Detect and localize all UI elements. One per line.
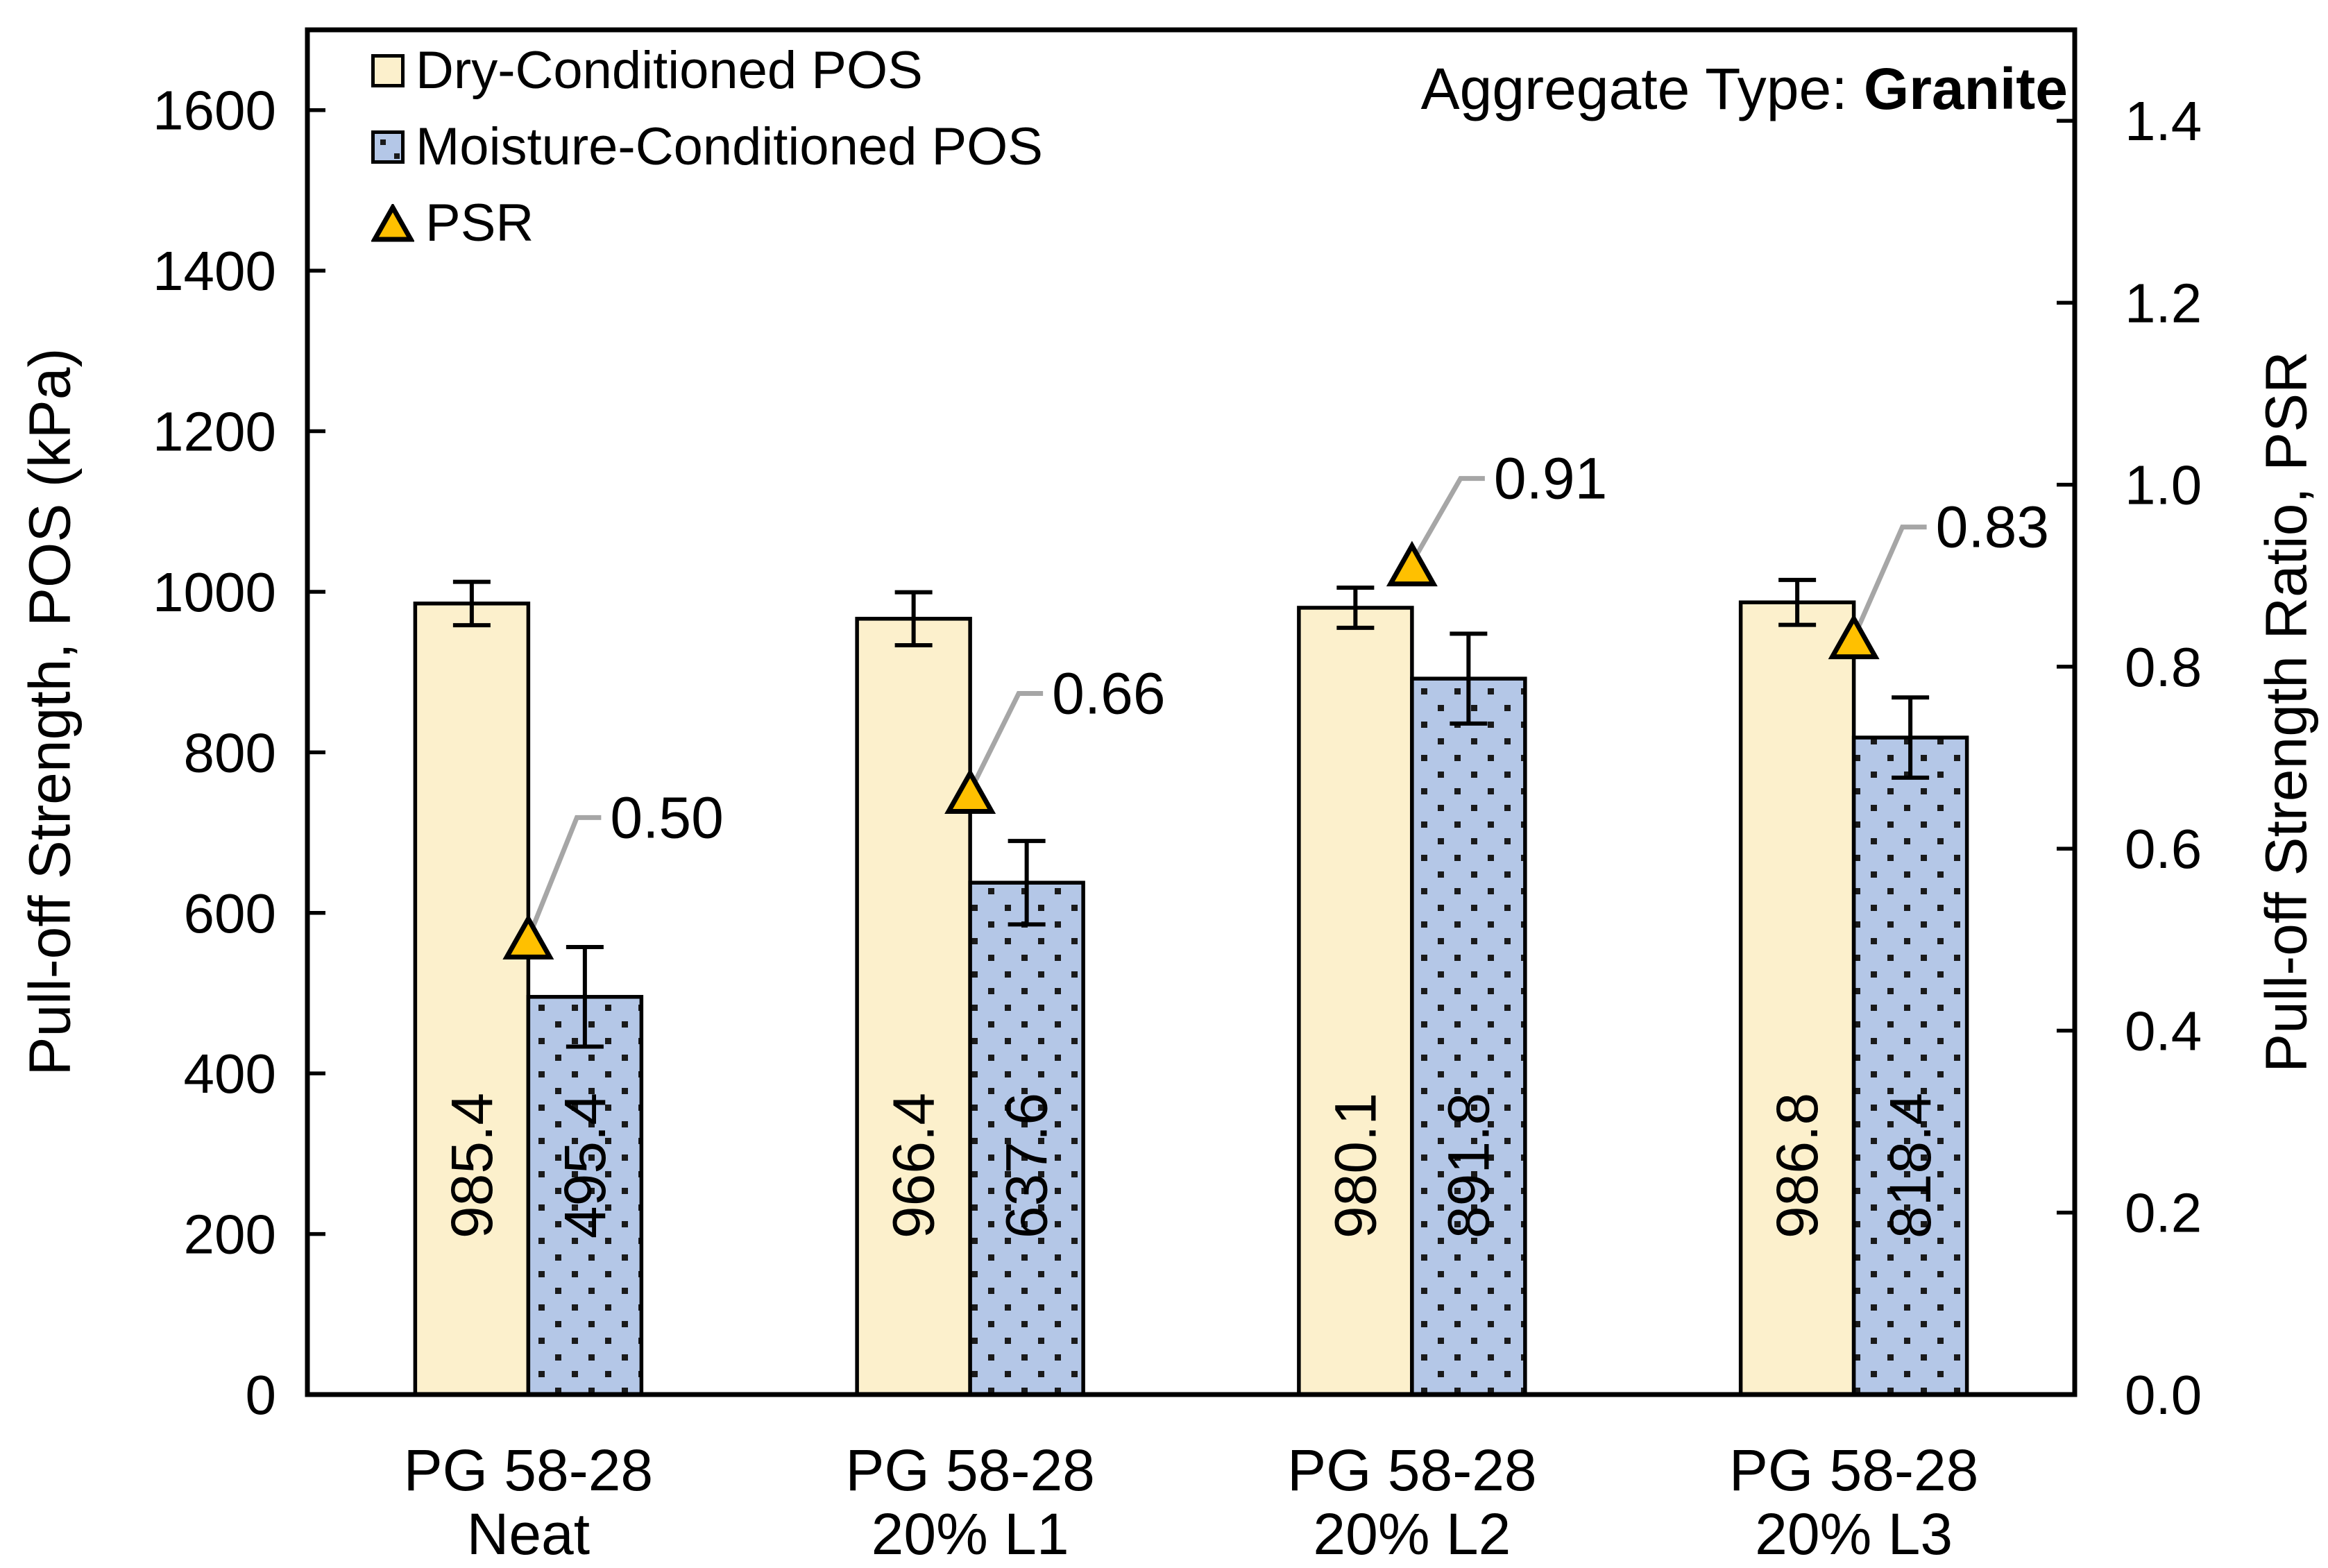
left-axis-tick-label-0: 0 <box>246 1364 277 1426</box>
right-axis-tick-label-7: 1.4 <box>2125 90 2202 152</box>
legend-label-moisture: Moisture-Conditioned POS <box>416 117 1043 176</box>
psr-triangle-icon <box>371 202 415 243</box>
dry-bar-value-label-2: 980.1 <box>1323 1093 1388 1238</box>
left-axis-tick-label-6: 1200 <box>153 401 276 463</box>
moisture-bar-value-label-0: 495.4 <box>552 1093 618 1238</box>
psr-annotation-0: 0.50 <box>610 785 724 850</box>
moisture-bar-3 <box>1851 735 1969 1397</box>
x-axis-label-1: PG 58-28 20% L1 <box>845 1438 1095 1567</box>
error-bar-moisture-1 <box>1008 839 1046 927</box>
psr-marker-3 <box>1828 613 1880 660</box>
psr-leader-line-3 <box>1855 525 1927 631</box>
error-bar-moisture-3 <box>1892 695 1930 780</box>
psr-annotation-1: 0.66 <box>1052 661 1166 726</box>
error-bar-dry-1 <box>894 590 933 648</box>
dry-bar-3 <box>1738 600 1856 1397</box>
left-axis-tick-label-1: 200 <box>184 1204 276 1266</box>
dry-bar-value-label-3: 986.8 <box>1765 1093 1830 1238</box>
dry-bar-value-label-0: 985.4 <box>439 1093 504 1238</box>
legend-item-psr: PSR <box>371 185 1043 262</box>
error-bar-moisture-2 <box>1450 631 1488 726</box>
psr-leader-line-0 <box>529 815 602 931</box>
psr-leader-line-2 <box>1413 476 1485 559</box>
right-axis-tick-label-4: 0.8 <box>2125 636 2202 698</box>
dry-bar-1 <box>855 617 972 1397</box>
moisture-bar-value-label-3: 818.4 <box>1878 1093 1943 1238</box>
left-axis-tick-label-4: 800 <box>184 722 276 783</box>
plot-frame <box>305 27 2078 1397</box>
left-axis-tick-label-3: 600 <box>184 883 276 944</box>
left-axis-tick-label-2: 400 <box>184 1043 276 1105</box>
chart-title-prefix: Aggregate Type: <box>1420 56 1864 121</box>
legend: Dry-Conditioned POS Moisture-Conditioned… <box>371 33 1043 262</box>
left-axis-tick-label-7: 1400 <box>153 240 276 302</box>
dry-bar-2 <box>1297 606 1414 1397</box>
psr-leader-line-1 <box>971 691 1044 786</box>
legend-item-moisture: Moisture-Conditioned POS <box>371 109 1043 185</box>
moisture-bar-value-label-1: 637.6 <box>994 1093 1060 1238</box>
error-bar-dry-3 <box>1778 577 1817 627</box>
moisture-series-swatch-icon <box>371 130 405 164</box>
legend-label-psr: PSR <box>425 194 534 253</box>
left-axis-tick-label-5: 1000 <box>153 561 276 623</box>
psr-annotation-3: 0.83 <box>1936 495 2050 560</box>
psr-marker-0 <box>502 914 554 960</box>
moisture-bar-1 <box>968 880 1085 1397</box>
dry-bar-0 <box>413 602 531 1397</box>
moisture-bar-0 <box>526 995 644 1397</box>
right-axis-tick-label-3: 0.6 <box>2125 818 2202 880</box>
right-axis-tick-label-1: 0.2 <box>2125 1182 2202 1244</box>
error-bar-dry-0 <box>452 579 491 628</box>
error-bar-moisture-0 <box>566 945 604 1049</box>
legend-item-dry: Dry-Conditioned POS <box>371 33 1043 109</box>
left-axis-title: Pull-off Strength, POS (kPa) <box>17 348 83 1076</box>
left-axis-tick-label-8: 1600 <box>153 80 276 142</box>
legend-label-dry: Dry-Conditioned POS <box>416 41 923 100</box>
moisture-bar-value-label-2: 891.8 <box>1436 1093 1501 1238</box>
right-axis-tick-label-2: 0.4 <box>2125 1000 2202 1062</box>
x-axis-label-0: PG 58-28 Neat <box>404 1438 654 1567</box>
right-axis-tick-label-6: 1.2 <box>2125 272 2202 334</box>
error-bar-dry-2 <box>1336 586 1375 630</box>
psr-annotation-2: 0.91 <box>1494 446 1608 511</box>
right-axis-tick-label-0: 0.0 <box>2125 1364 2202 1426</box>
chart-title-emphasis: Granite <box>1863 56 2068 121</box>
chart-title: Aggregate Type: Granite <box>1421 56 2068 123</box>
x-axis-label-2: PG 58-28 20% L2 <box>1287 1438 1537 1567</box>
right-axis-tick-label-5: 1.0 <box>2125 454 2202 516</box>
moisture-bar-2 <box>1410 676 1527 1397</box>
x-axis-label-3: PG 58-28 20% L3 <box>1729 1438 1979 1567</box>
dry-series-swatch-icon <box>371 54 405 87</box>
dry-bar-value-label-1: 966.4 <box>881 1093 946 1238</box>
psr-marker-2 <box>1386 540 1438 587</box>
psr-marker-1 <box>944 768 996 815</box>
right-axis-title: Pull-off Strength Ratio, PSR <box>2253 351 2319 1073</box>
